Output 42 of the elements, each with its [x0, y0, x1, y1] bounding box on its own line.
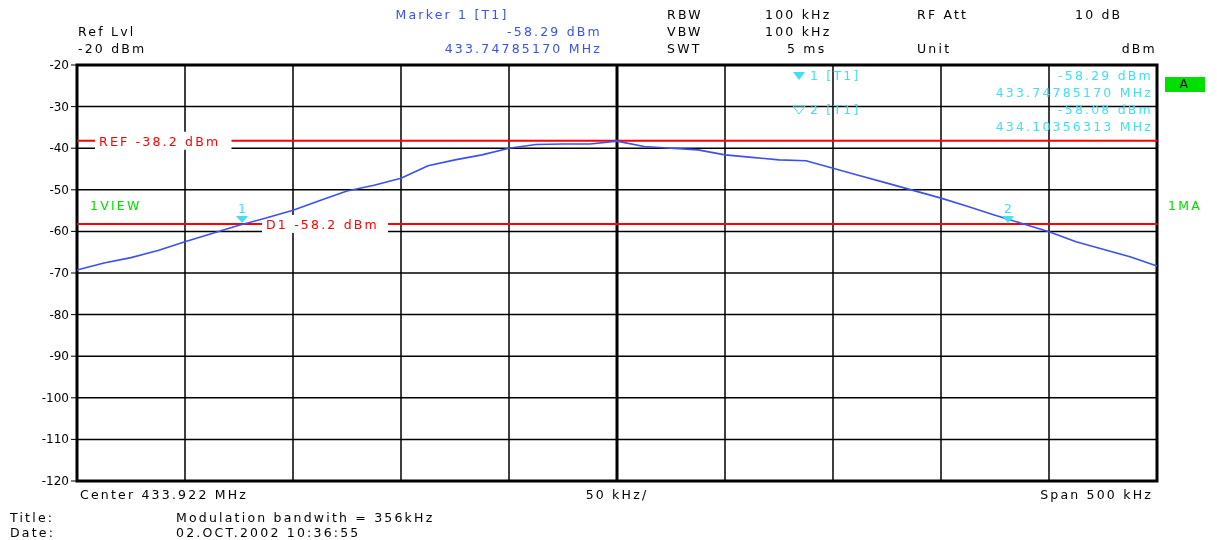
y-tick-label: -110 — [41, 432, 69, 447]
ref-line-label: REF -38.2 dBm — [99, 133, 221, 149]
text: 1MA — [1168, 198, 1202, 213]
text: 02.OCT.2002 10:36:55 — [176, 525, 361, 540]
text: -58.29 dBm — [507, 24, 602, 39]
text: VBW — [667, 24, 703, 39]
text: 433.74785170 MHz — [444, 41, 602, 56]
text: 50 kHz/ — [585, 487, 649, 502]
text: Center 433.922 MHz — [80, 487, 249, 502]
text: Unit — [917, 41, 952, 56]
y-tick-label: -100 — [41, 390, 69, 405]
y-tick-label: -90 — [49, 349, 69, 364]
text: Ref Lvl — [78, 24, 136, 39]
text: 10 dB — [1075, 7, 1123, 22]
text: Span 500 kHz — [1040, 487, 1153, 502]
text: -20 dBm — [78, 41, 147, 56]
annotation: 2 — [1004, 201, 1012, 216]
text: Marker 1 [T1] — [395, 7, 509, 22]
y-tick-label: -80 — [49, 307, 69, 322]
y-tick-label: -60 — [49, 224, 69, 239]
annotation: -58.29 dBm — [1058, 68, 1153, 83]
y-tick-label: -50 — [49, 182, 69, 197]
annotation: -58.08 dBm — [1058, 102, 1153, 117]
text: RBW — [667, 7, 703, 22]
y-tick-label: -120 — [41, 474, 69, 488]
text: Date: — [10, 525, 56, 540]
text: 100 kHz — [765, 24, 832, 39]
annotation: 1 — [238, 201, 246, 216]
text: 5 ms — [787, 41, 827, 56]
y-tick-label: -70 — [49, 266, 69, 280]
text: Modulation bandwith = 356kHz — [176, 510, 435, 525]
ref-line-label: D1 -58.2 dBm — [266, 216, 379, 232]
y-tick-label: -30 — [49, 99, 69, 114]
annotation: 1VIEW — [90, 198, 142, 213]
text: SWT — [667, 41, 702, 56]
y-tick-label: -40 — [49, 141, 69, 156]
text: Title: — [9, 510, 55, 525]
text: RF Att — [917, 7, 969, 22]
text: dBm — [1121, 41, 1157, 56]
text: A — [1179, 76, 1191, 91]
y-tick-label: -20 — [49, 58, 69, 72]
text: 100 kHz — [765, 7, 832, 22]
